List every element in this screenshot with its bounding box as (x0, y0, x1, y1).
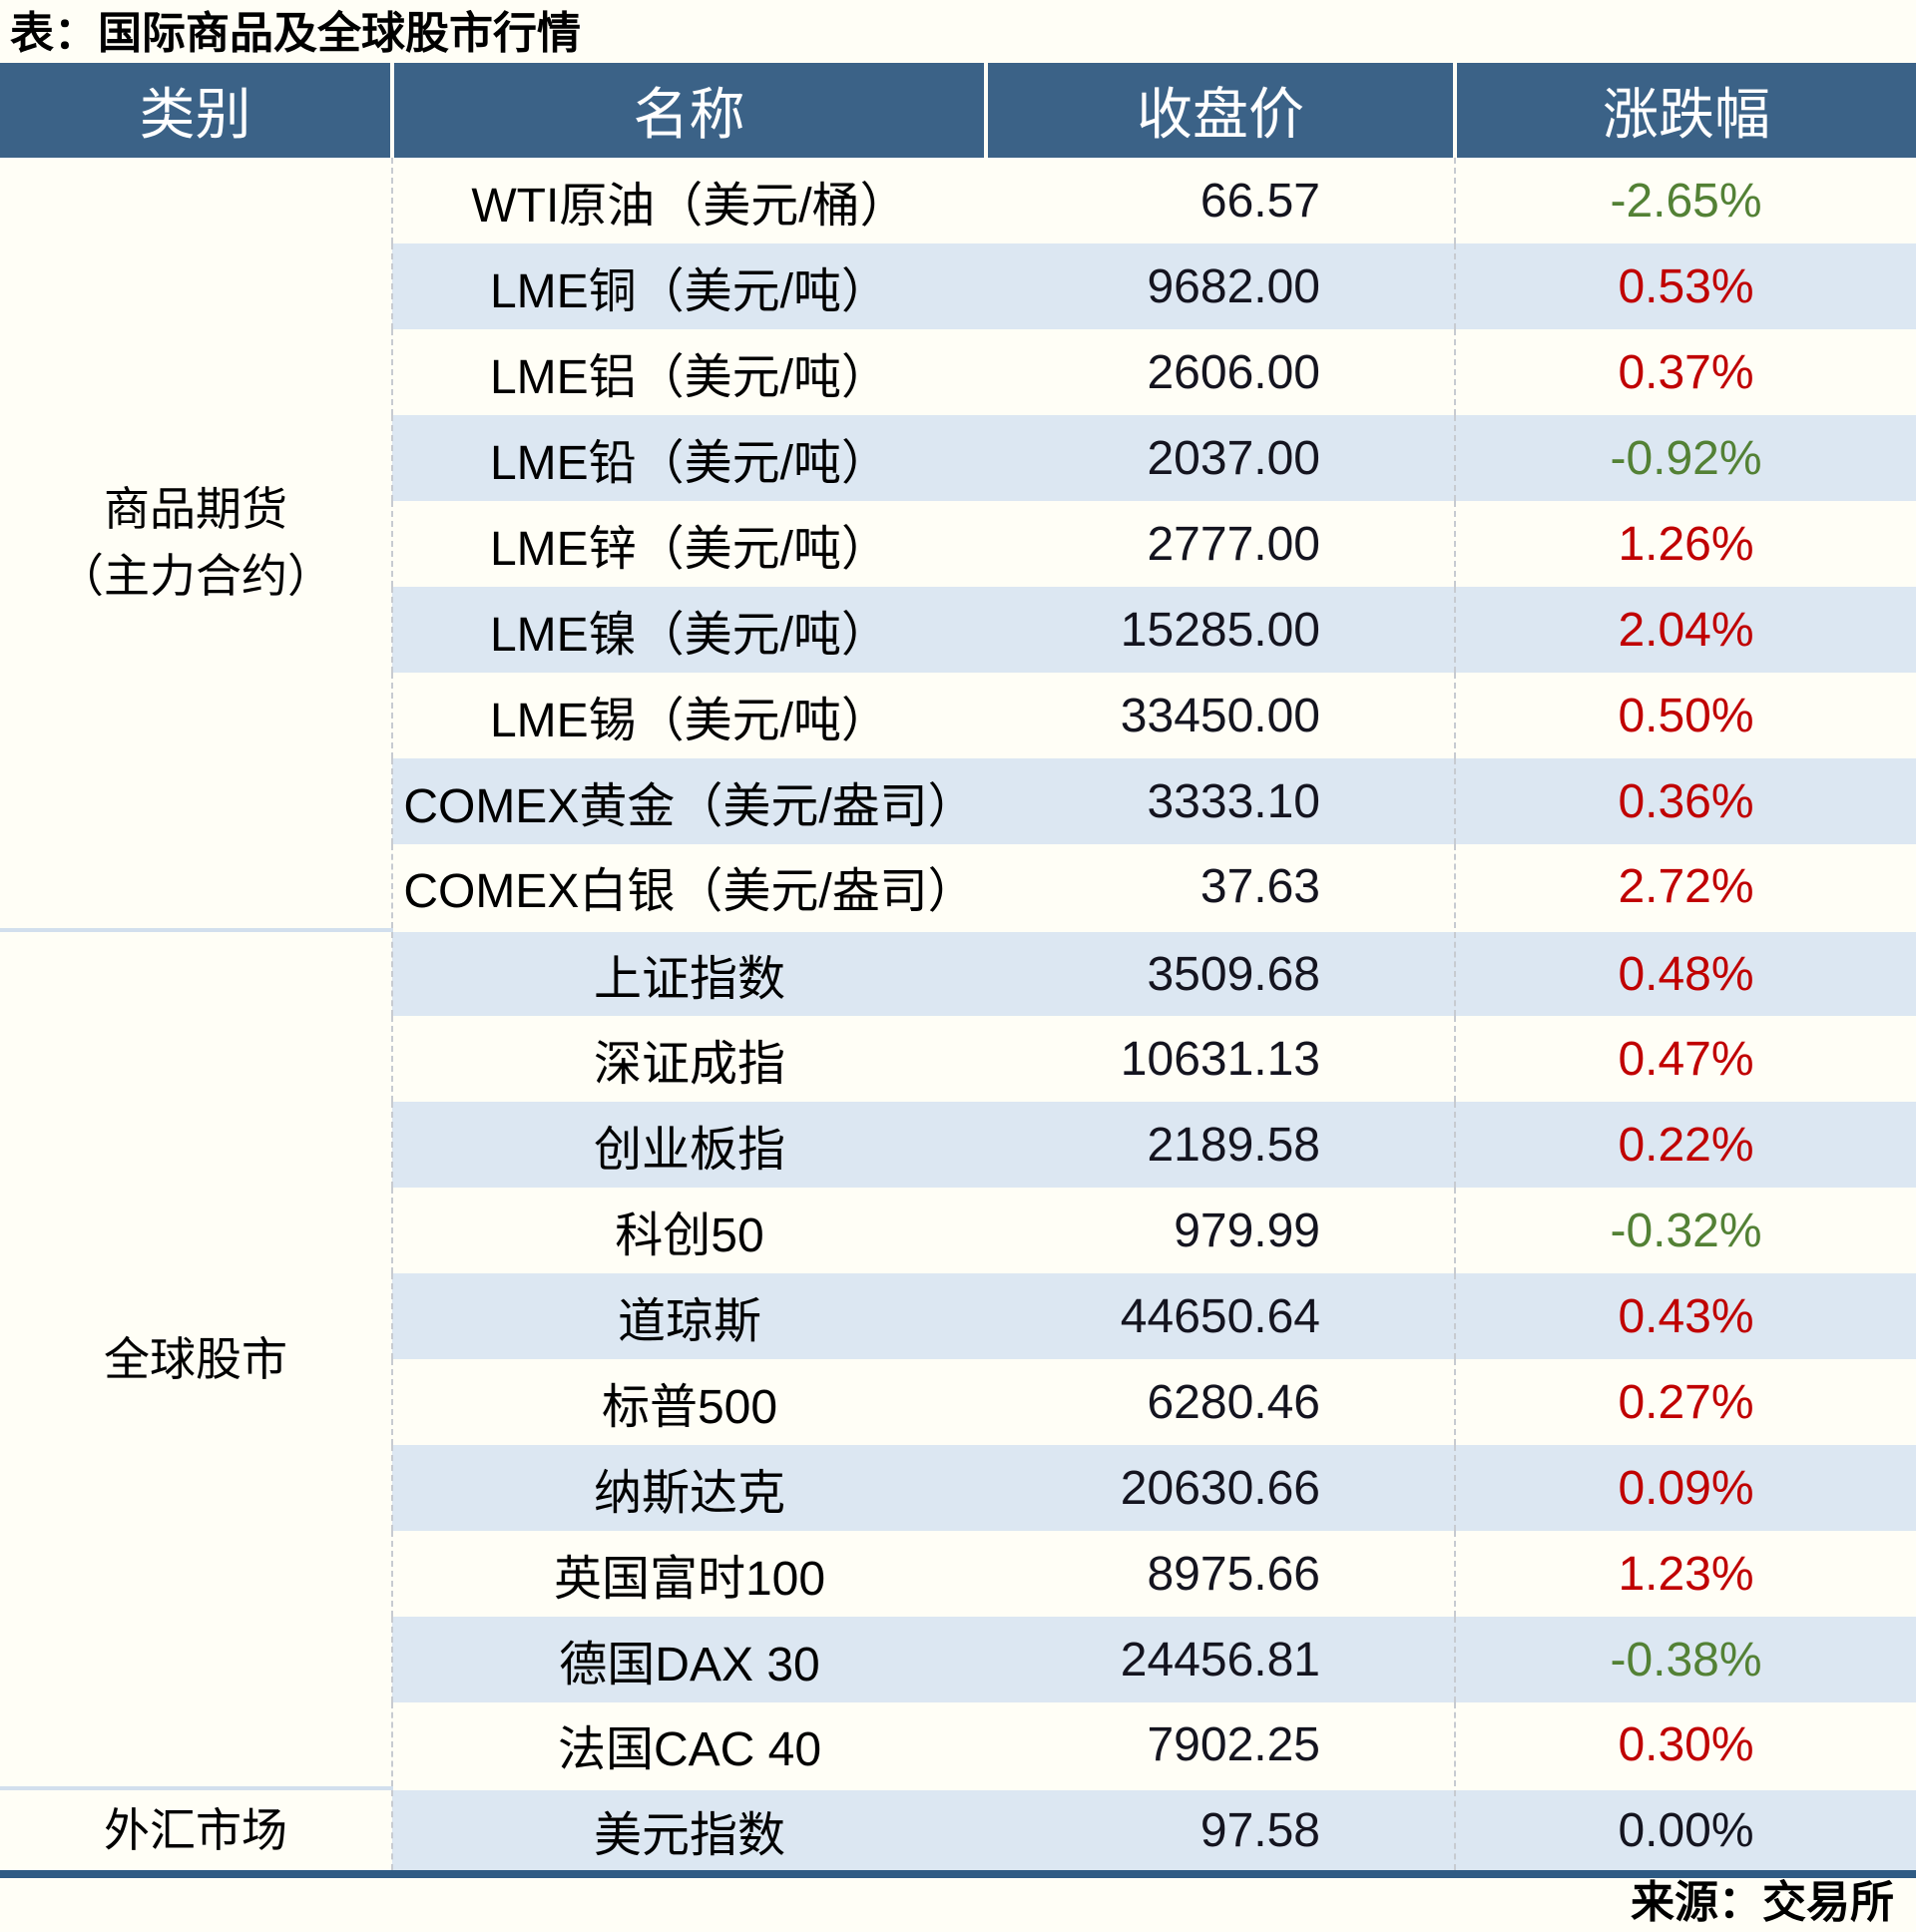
category-cell: 商品期货 （主力合约） (0, 158, 393, 930)
change-percent: -0.38% (1454, 1617, 1916, 1702)
change-percent: 2.72% (1454, 844, 1916, 930)
instrument-name: 创业板指 (392, 1102, 986, 1188)
change-percent: 0.47% (1454, 1016, 1916, 1102)
close-price: 33450.00 (986, 673, 1455, 758)
instrument-name: 道琼斯 (392, 1273, 986, 1359)
close-price: 44650.64 (986, 1273, 1455, 1359)
close-price: 2037.00 (986, 415, 1455, 501)
category-line: 外汇市场 (104, 1803, 287, 1856)
category-line: （主力合约） (58, 550, 333, 602)
table-row: LME铝（美元/吨） 2606.00 0.37% (0, 329, 1916, 415)
instrument-name: COMEX黄金（美元/盎司） (392, 758, 986, 844)
category-cell: 全球股市 (0, 928, 393, 1788)
table-row: 科创50 979.99 -0.32% (0, 1188, 1916, 1273)
change-percent: -2.65% (1454, 158, 1916, 243)
change-percent: 0.22% (1454, 1102, 1916, 1188)
instrument-name: 纳斯达克 (392, 1445, 986, 1531)
table-row: 道琼斯 44650.64 0.43% (0, 1273, 1916, 1359)
close-price: 3333.10 (986, 758, 1455, 844)
close-price: 37.63 (986, 844, 1455, 930)
table-row: 标普500 6280.46 0.27% (0, 1359, 1916, 1445)
header-name: 名称 (390, 63, 986, 158)
table-header: 类别 名称 收盘价 涨跌幅 (0, 63, 1916, 158)
instrument-name: 上证指数 (392, 928, 986, 1016)
category-line: 商品期货 (104, 483, 287, 536)
change-percent: 0.53% (1454, 243, 1916, 329)
header-change-pct: 涨跌幅 (1453, 63, 1916, 158)
close-price: 97.58 (986, 1786, 1455, 1874)
instrument-name: WTI原油（美元/桶） (392, 158, 986, 243)
change-percent: 0.50% (1454, 673, 1916, 758)
change-percent: 0.48% (1454, 928, 1916, 1016)
close-price: 20630.66 (986, 1445, 1455, 1531)
table-row: 外汇市场 美元指数 97.58 0.00% (0, 1786, 1916, 1874)
source-note: 来源：交易所 (1631, 1878, 1894, 1927)
header-category: 类别 (0, 63, 392, 158)
instrument-name: LME铅（美元/吨） (392, 415, 986, 501)
close-price: 2189.58 (986, 1102, 1455, 1188)
table-row: 纳斯达克 20630.66 0.09% (0, 1445, 1916, 1531)
close-price: 24456.81 (986, 1617, 1455, 1702)
change-percent: 1.23% (1454, 1531, 1916, 1617)
change-percent: 2.04% (1454, 587, 1916, 673)
table-row: 创业板指 2189.58 0.22% (0, 1102, 1916, 1188)
instrument-name: LME铜（美元/吨） (392, 243, 986, 329)
table-row: LME镍（美元/吨） 15285.00 2.04% (0, 587, 1916, 673)
table-row: LME锡（美元/吨） 33450.00 0.50% (0, 673, 1916, 758)
table-row: LME铜（美元/吨） 9682.00 0.53% (0, 243, 1916, 329)
table-row: 深证成指 10631.13 0.47% (0, 1016, 1916, 1102)
instrument-name: LME铝（美元/吨） (392, 329, 986, 415)
instrument-name: 法国CAC 40 (392, 1702, 986, 1788)
change-percent: 0.37% (1454, 329, 1916, 415)
instrument-name: 英国富时100 (392, 1531, 986, 1617)
table-row: 德国DAX 30 24456.81 -0.38% (0, 1617, 1916, 1702)
change-percent: 0.30% (1454, 1702, 1916, 1788)
table-row: 商品期货 （主力合约） WTI原油（美元/桶） 66.57 -2.65% (0, 158, 1916, 930)
table-row: 法国CAC 40 7902.25 0.30% (0, 1702, 1916, 1788)
instrument-name: LME镍（美元/吨） (392, 587, 986, 673)
close-price: 2777.00 (986, 501, 1455, 587)
close-price: 15285.00 (986, 587, 1455, 673)
category-cell: 外汇市场 (0, 1786, 393, 1874)
close-price: 979.99 (986, 1188, 1455, 1273)
instrument-name: 科创50 (392, 1188, 986, 1273)
instrument-name: LME锌（美元/吨） (392, 501, 986, 587)
header-close-price: 收盘价 (984, 63, 1455, 158)
close-price: 7902.25 (986, 1702, 1455, 1788)
table-row: LME铅（美元/吨） 2037.00 -0.92% (0, 415, 1916, 501)
change-percent: 1.26% (1454, 501, 1916, 587)
category-line: 全球股市 (104, 1332, 287, 1385)
close-price: 6280.46 (986, 1359, 1455, 1445)
instrument-name: LME锡（美元/吨） (392, 673, 986, 758)
change-percent: 0.43% (1454, 1273, 1916, 1359)
table-row: 全球股市 上证指数 3509.68 0.48% (0, 928, 1916, 1788)
table-row: COMEX白银（美元/盎司） 37.63 2.72% (0, 844, 1916, 930)
close-price: 10631.13 (986, 1016, 1455, 1102)
table-body: 商品期货 （主力合约） WTI原油（美元/桶） 66.57 -2.65% LME铜（美元/… (0, 158, 1916, 1874)
change-percent: -0.32% (1454, 1188, 1916, 1273)
change-percent: -0.92% (1454, 415, 1916, 501)
close-price: 9682.00 (986, 243, 1455, 329)
instrument-name: 标普500 (392, 1359, 986, 1445)
page-title: 表：国际商品及全球股市行情 (10, 9, 581, 58)
table-row: LME锌（美元/吨） 2777.00 1.26% (0, 501, 1916, 587)
change-percent: 0.36% (1454, 758, 1916, 844)
quotes-table: 类别 名称 收盘价 涨跌幅 商品期货 （主力合约） WTI原油（美元/桶） 66.57… (0, 63, 1916, 1878)
close-price: 8975.66 (986, 1531, 1455, 1617)
close-price: 2606.00 (986, 329, 1455, 415)
change-percent: 0.27% (1454, 1359, 1916, 1445)
instrument-name: 深证成指 (392, 1016, 986, 1102)
change-percent: 0.00% (1454, 1786, 1916, 1874)
change-percent: 0.09% (1454, 1445, 1916, 1531)
instrument-name: 德国DAX 30 (392, 1617, 986, 1702)
table-row: 英国富时100 8975.66 1.23% (0, 1531, 1916, 1617)
close-price: 66.57 (986, 158, 1455, 243)
close-price: 3509.68 (986, 928, 1455, 1016)
instrument-name: COMEX白银（美元/盎司） (392, 844, 986, 930)
instrument-name: 美元指数 (392, 1786, 986, 1874)
table-row: COMEX黄金（美元/盎司） 3333.10 0.36% (0, 758, 1916, 844)
